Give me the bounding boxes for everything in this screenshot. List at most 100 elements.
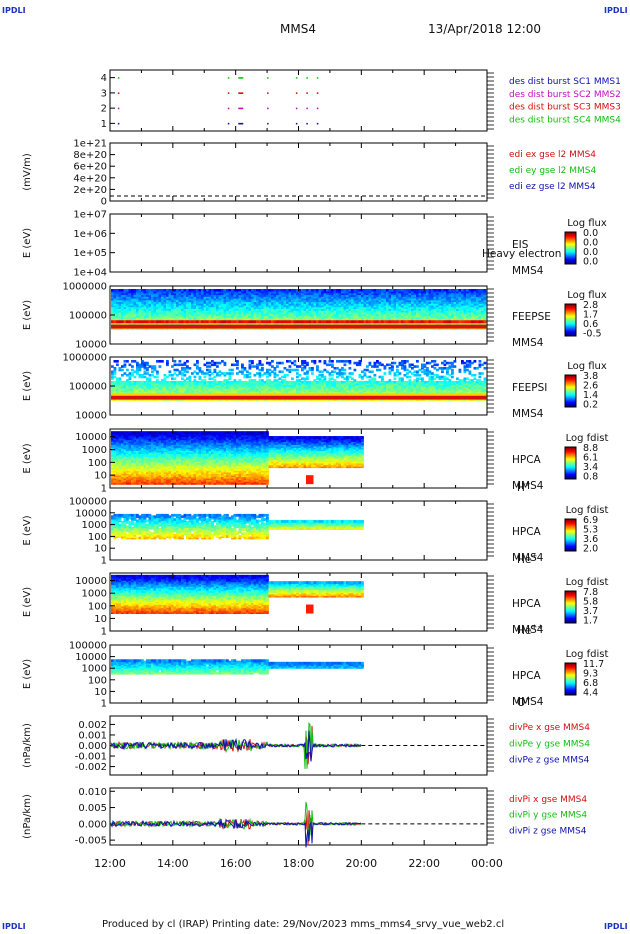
spectro-cell bbox=[308, 311, 312, 315]
spectro-cell bbox=[168, 320, 172, 324]
spectro-cell bbox=[226, 304, 229, 308]
spectro-cell bbox=[171, 309, 174, 313]
spectro-cell bbox=[116, 318, 119, 322]
spectro-cell bbox=[223, 301, 227, 304]
spectro-cell bbox=[161, 313, 164, 316]
spectro-cell bbox=[288, 299, 292, 303]
spectro-cell bbox=[178, 304, 182, 308]
spectro-cell bbox=[193, 318, 197, 322]
spectro-cell bbox=[403, 294, 407, 297]
spectro-cell bbox=[421, 302, 424, 306]
spectro-cell bbox=[151, 309, 154, 313]
burst-mark bbox=[295, 107, 298, 110]
spectro-cell bbox=[378, 304, 382, 308]
spectro-cell bbox=[168, 306, 172, 310]
spectro-cell bbox=[316, 290, 319, 294]
spectro-cell bbox=[366, 324, 369, 329]
spectro-cell bbox=[186, 301, 189, 304]
spectro-cell bbox=[176, 318, 179, 322]
spectro-cell bbox=[143, 306, 147, 310]
spectro-cell bbox=[313, 297, 317, 301]
spectro-cell bbox=[323, 290, 327, 294]
spectro-cell bbox=[223, 393, 227, 396]
spectro-cell bbox=[138, 363, 142, 367]
spectro-cell bbox=[131, 360, 134, 363]
spectro-cell bbox=[323, 292, 327, 296]
spectro-cell bbox=[231, 306, 234, 310]
spectro-cell bbox=[318, 290, 322, 294]
spectro-cell bbox=[401, 315, 404, 318]
spectro-cell bbox=[228, 320, 232, 324]
spectro-cell bbox=[431, 294, 434, 297]
spectro-cell bbox=[251, 309, 254, 313]
y-tick-label: 1e+21 bbox=[73, 139, 107, 150]
spectro-cell bbox=[163, 315, 167, 318]
spectro-cell bbox=[151, 370, 154, 374]
spectro-cell bbox=[403, 306, 407, 310]
spectro-cell bbox=[183, 308, 187, 311]
spectro-cell bbox=[176, 320, 179, 324]
spectro-cell bbox=[151, 299, 154, 303]
spectro-cell bbox=[446, 324, 449, 329]
burst-panel-frame bbox=[109, 69, 488, 132]
spectro-cell bbox=[253, 292, 257, 296]
spectro-cell bbox=[158, 316, 162, 320]
spectro-cell bbox=[241, 311, 244, 315]
spectro-cell bbox=[256, 294, 259, 297]
spectro-cell bbox=[208, 294, 212, 297]
spectro-cell bbox=[301, 294, 304, 297]
spectro-cell bbox=[206, 393, 209, 396]
colorbar-cell bbox=[565, 261, 576, 263]
spectro-cell bbox=[238, 315, 242, 318]
spectro-cell bbox=[271, 318, 274, 322]
spectro-cell bbox=[213, 295, 217, 299]
spectro-cell bbox=[118, 304, 122, 308]
spectro-cell bbox=[433, 309, 437, 313]
spectro-cell bbox=[231, 292, 234, 296]
spectro-cell bbox=[146, 304, 149, 308]
spectro-cell bbox=[358, 320, 362, 324]
spectro-cell bbox=[241, 324, 244, 329]
spectro-cell bbox=[113, 360, 117, 363]
spectro-cell bbox=[436, 315, 439, 318]
spectro-cell bbox=[436, 318, 439, 322]
spectro-cell bbox=[441, 289, 444, 292]
spectro-cell bbox=[168, 304, 172, 308]
spectro-cell bbox=[406, 311, 409, 315]
spectro-cell bbox=[321, 308, 324, 311]
spectro-cell bbox=[171, 292, 174, 296]
spectro-cell bbox=[196, 289, 199, 292]
spectro-cell bbox=[241, 290, 244, 294]
spectro-cell bbox=[256, 301, 259, 304]
spectro-cell bbox=[218, 316, 222, 320]
spectro-cell bbox=[261, 313, 264, 316]
spectro-cell bbox=[293, 318, 297, 322]
spectro-cell bbox=[218, 289, 222, 292]
spectro-cell bbox=[208, 368, 212, 372]
spectro-cell bbox=[206, 320, 209, 324]
spectro-cell bbox=[258, 306, 262, 310]
spectro-cell bbox=[148, 313, 152, 316]
spectro-cell bbox=[181, 313, 184, 316]
spectro-cell bbox=[188, 308, 192, 311]
spectro-cell bbox=[153, 289, 157, 292]
spectro-cell bbox=[188, 311, 192, 315]
colorbar-cell bbox=[565, 240, 576, 242]
spectro-cell bbox=[431, 301, 434, 304]
spectro-cell bbox=[278, 297, 282, 301]
spectro-cell bbox=[186, 306, 189, 310]
spectro-cell bbox=[121, 318, 124, 322]
spectro-cell bbox=[163, 393, 167, 396]
spectro-cell bbox=[378, 302, 382, 306]
spectro-cell bbox=[298, 301, 302, 304]
burst-mark bbox=[117, 122, 120, 125]
spectro-cell bbox=[208, 292, 212, 296]
burst-mark bbox=[316, 77, 319, 79]
spectro-cell bbox=[151, 315, 154, 318]
spectro-cell bbox=[203, 301, 207, 304]
spectro-cell bbox=[178, 363, 182, 367]
spectro-cell bbox=[131, 290, 134, 294]
spectro-cell bbox=[116, 316, 119, 320]
spectro-cell bbox=[118, 320, 122, 324]
spectro-cell bbox=[401, 320, 404, 324]
